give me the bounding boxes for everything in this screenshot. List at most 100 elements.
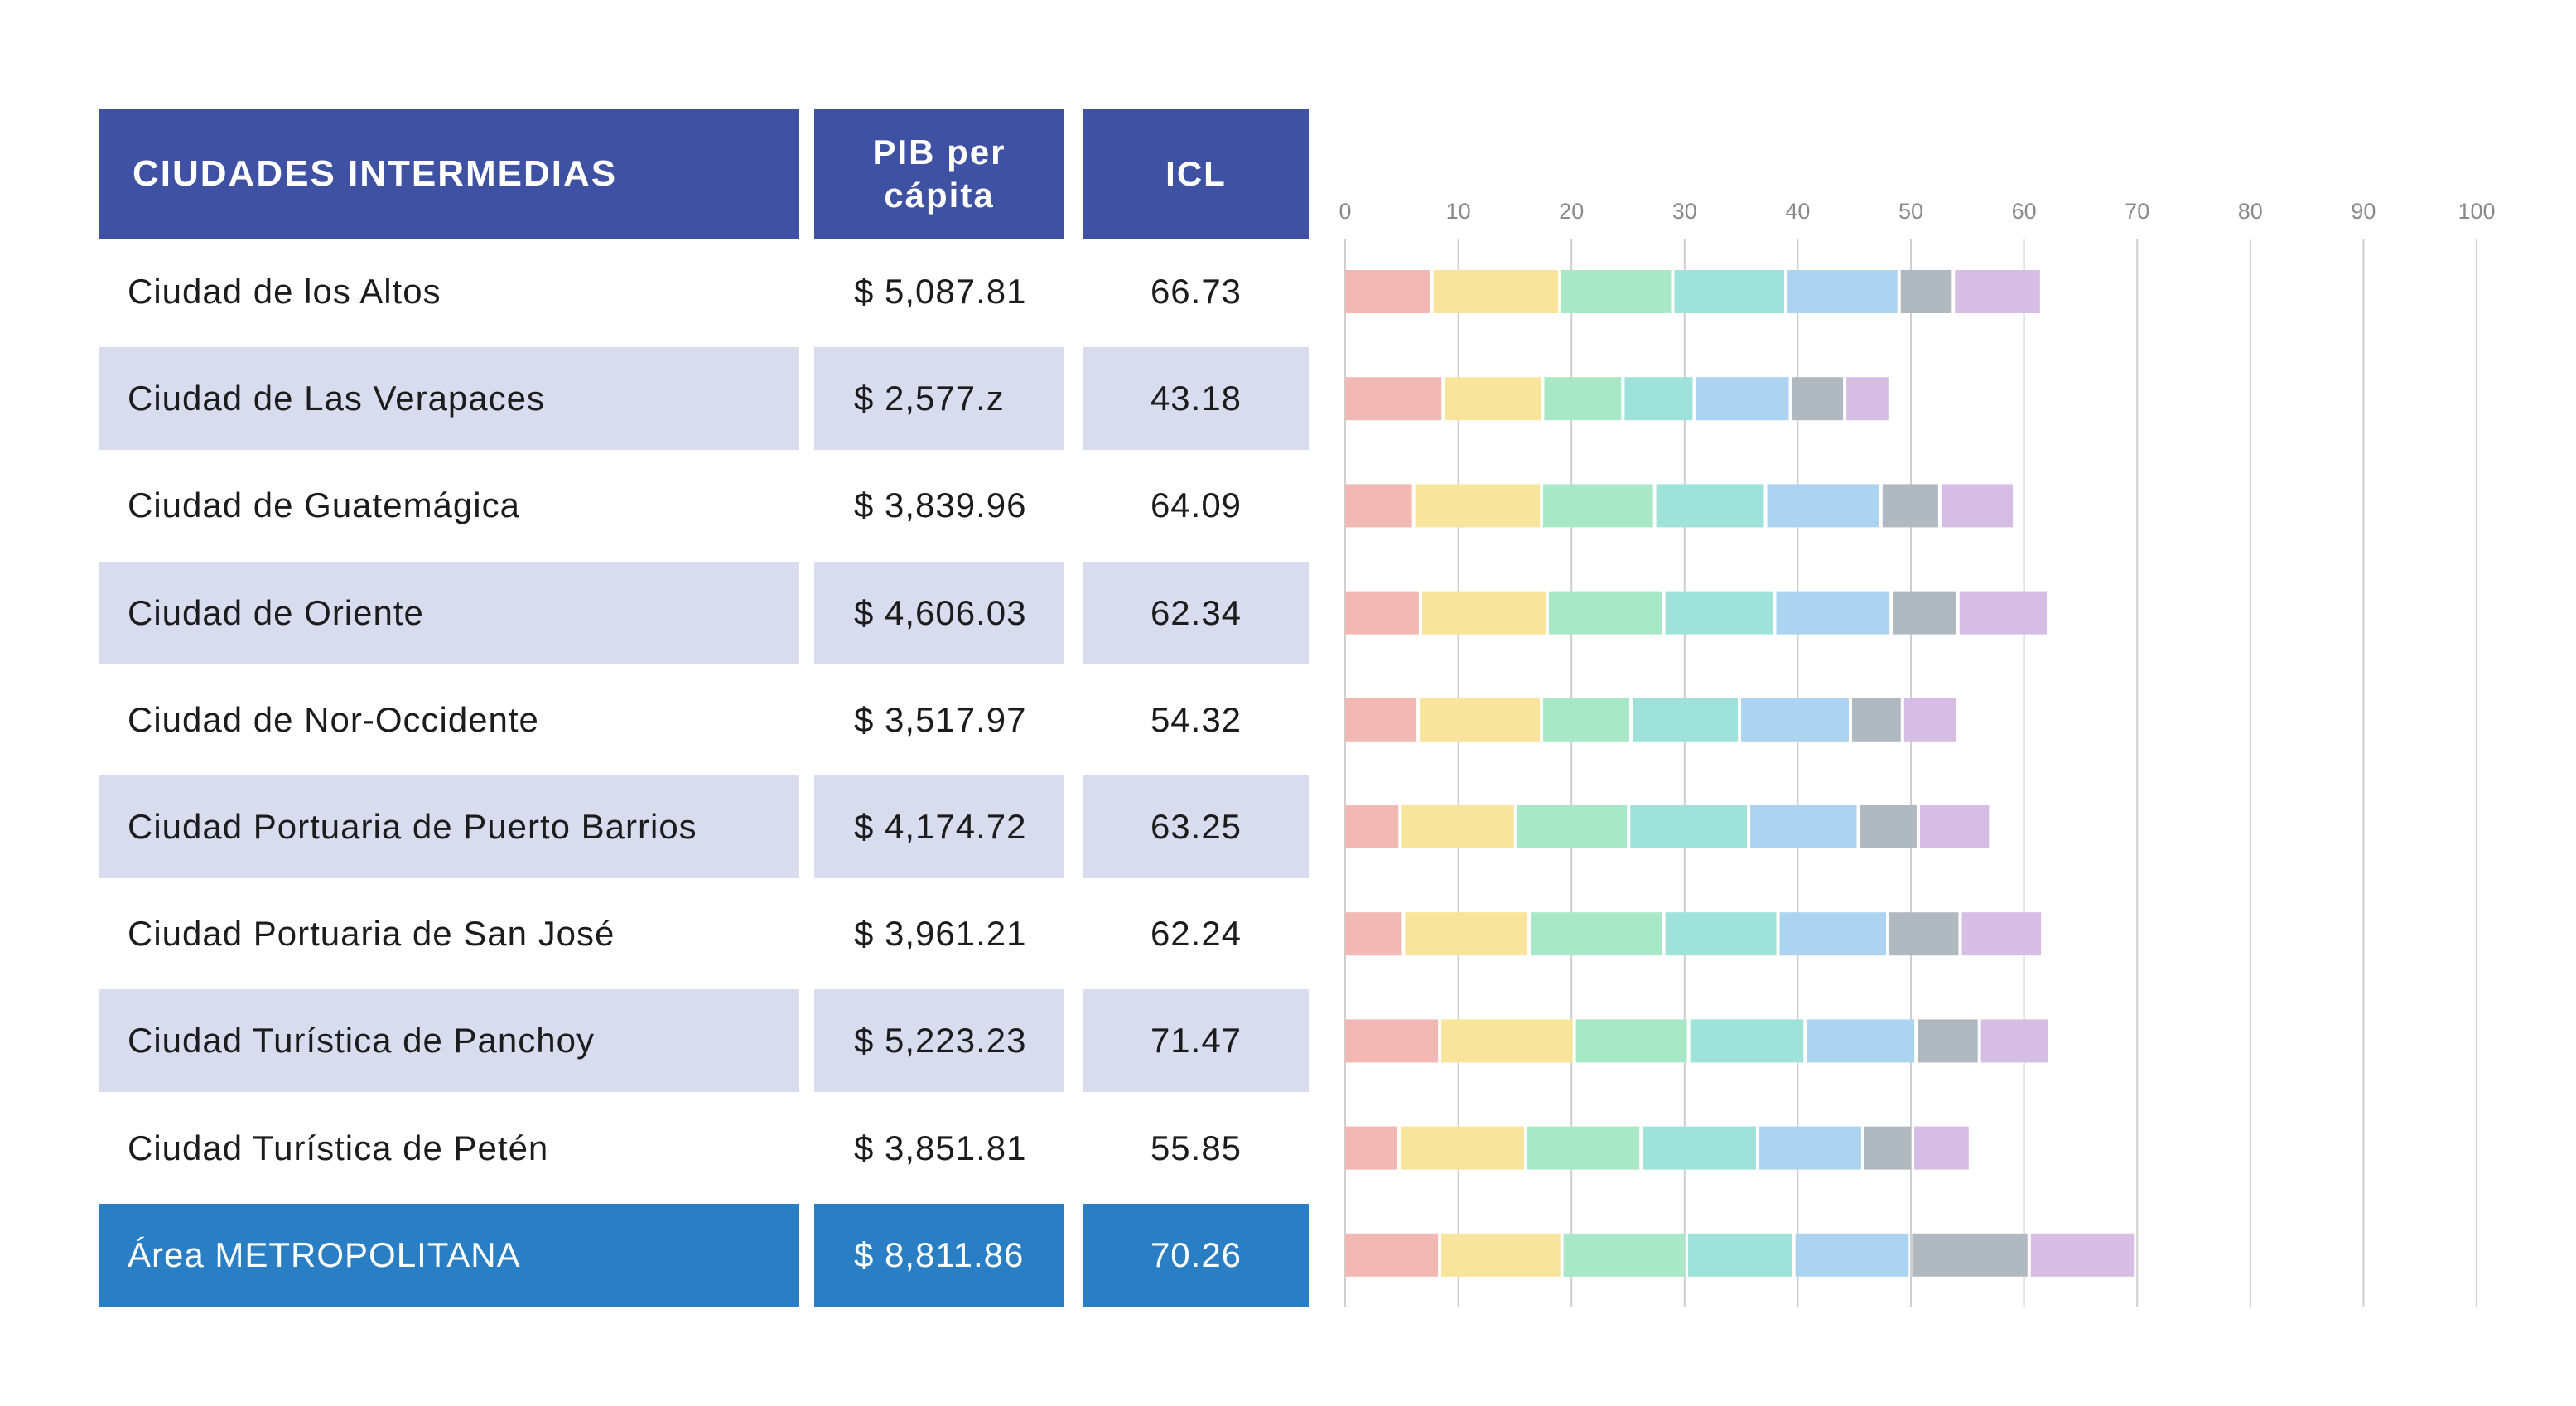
bar-segment	[1955, 270, 2040, 313]
bar-segment	[1441, 1233, 1561, 1277]
table-cell-city: Ciudad de Oriente	[99, 561, 799, 664]
table-cell-icl: 71.47	[1083, 989, 1309, 1093]
x-tick-label: 0	[1339, 199, 1351, 224]
bar-segment	[1433, 270, 1558, 313]
x-tick-label: 70	[2125, 199, 2149, 224]
bar-segment	[1575, 1019, 1687, 1063]
bar-segment	[1345, 805, 1399, 848]
bar-segment	[1914, 1126, 1969, 1170]
bar-segment	[1776, 591, 1890, 635]
bar-segment	[1696, 377, 1789, 421]
table-cell-pib: $ 3,517.97	[854, 699, 1027, 739]
bar-segment	[1792, 377, 1844, 421]
table-cell-pib: $ 5,223.23	[814, 989, 1064, 1093]
bar-segment	[1690, 1019, 1804, 1063]
bar-segment	[1543, 698, 1629, 742]
bar-segment	[1882, 484, 1938, 528]
table-cell-icl: 62.24	[1150, 914, 1242, 954]
bar-segment	[1345, 698, 1417, 742]
bar-segment	[1656, 484, 1764, 528]
bar-segment	[1548, 591, 1662, 635]
bar-segment	[1527, 1126, 1640, 1170]
bar-segment	[1531, 912, 1662, 956]
bar-segment	[1345, 484, 1412, 528]
bar-segment	[1345, 591, 1419, 635]
table-cell-pib: $ 2,577.z	[814, 347, 1064, 451]
x-tick-label: 40	[1785, 199, 1810, 224]
bar-segment	[1632, 698, 1739, 742]
bar-segment	[1787, 270, 1898, 313]
bar-segment	[1851, 698, 1901, 742]
bar-segment	[1779, 912, 1887, 956]
bar-segment	[1795, 1233, 1909, 1277]
table-cell-pib: $ 3,839.96	[854, 486, 1027, 525]
bar-segment	[1401, 805, 1514, 848]
x-tick-label: 20	[1559, 199, 1584, 224]
bar-segment	[1980, 1019, 2048, 1063]
table-cell-icl: 43.18	[1083, 347, 1309, 451]
table-cell-pib: $ 4,606.03	[814, 561, 1064, 664]
bar-segment	[1345, 1019, 1439, 1063]
header-city: CIUDADES INTERMEDIAS	[99, 109, 799, 239]
bar-segment	[1750, 805, 1857, 848]
table-cell-icl: 64.09	[1150, 486, 1242, 525]
header-icl: ICL	[1083, 109, 1309, 239]
bar-segment	[1893, 591, 1956, 635]
table-cell-pib: $ 3,961.21	[854, 914, 1027, 954]
x-tick-label: 30	[1672, 199, 1697, 224]
table-cell-pib: $ 4,174.72	[814, 775, 1064, 878]
bar-segment	[1345, 912, 1402, 956]
bar-segment	[1345, 377, 1442, 421]
table-cell-icl: 63.25	[1083, 775, 1309, 878]
x-tick-label: 80	[2238, 199, 2263, 224]
bar-segment	[1624, 377, 1693, 421]
x-tick-label: 60	[2012, 199, 2037, 224]
table-cell-city: Ciudad de Guatemágica	[128, 486, 520, 525]
table-cell-city: Ciudad Portuaria de Puerto Barrios	[99, 775, 799, 878]
bar-segment	[1561, 270, 1672, 313]
bar-segment	[1889, 912, 1959, 956]
bar-segment	[1807, 1019, 1915, 1063]
table-cell-icl: 70.26	[1083, 1203, 1309, 1307]
city-table: CIUDADES INTERMEDIAS PIB per cápita ICL Ciu…	[99, 109, 1309, 1307]
x-tick-label: 100	[2458, 199, 2495, 224]
bar-segment	[1345, 1233, 1439, 1277]
bar-segment	[2030, 1233, 2135, 1277]
bar-segment	[1643, 1126, 1756, 1170]
bar-segment	[1864, 1126, 1912, 1170]
bar-segment	[1445, 377, 1541, 421]
bar-segment	[1912, 1233, 2028, 1277]
bar-segment	[1687, 1233, 1792, 1277]
bar-segment	[1860, 805, 1917, 848]
bar-segment	[1665, 591, 1773, 635]
bar-segment	[1846, 377, 1889, 421]
bar-segment	[1961, 912, 2042, 956]
bar-segment	[1400, 1126, 1524, 1170]
bar-segment	[1405, 912, 1528, 956]
header-pib: PIB per cápita	[814, 109, 1064, 239]
bar-segment	[1903, 698, 1956, 742]
bar-segment	[1919, 805, 1990, 848]
bar-segment	[1441, 1019, 1573, 1063]
bar-segment	[1345, 1126, 1397, 1170]
table-cell-icl: 55.85	[1150, 1128, 1242, 1167]
bar-segment	[1741, 698, 1849, 742]
bar-segment	[1758, 1126, 1861, 1170]
bar-segment	[1543, 484, 1653, 528]
bar-segment	[1900, 270, 1952, 313]
bar-segment	[1421, 591, 1546, 635]
table-cell-icl: 54.32	[1150, 699, 1242, 739]
table-cell-city: Ciudad Turística de Petén	[128, 1128, 549, 1167]
table-cell-city: Ciudad Portuaria de San José	[128, 914, 615, 954]
table-cell-city: Ciudad de Las Verapaces	[99, 347, 799, 451]
table-cell-icl: 66.73	[1150, 272, 1242, 311]
bar-segment	[1544, 377, 1622, 421]
table-cell-pib: $ 8,811.86	[814, 1203, 1064, 1307]
table-cell-icl: 62.34	[1083, 561, 1309, 664]
table-cell-city: Ciudad de Nor-Occidente	[128, 699, 539, 739]
bar-segment	[1563, 1233, 1685, 1277]
bar-segment	[1517, 805, 1628, 848]
bar-segment	[1415, 484, 1541, 528]
table-cell-pib: $ 5,087.81	[854, 272, 1027, 311]
